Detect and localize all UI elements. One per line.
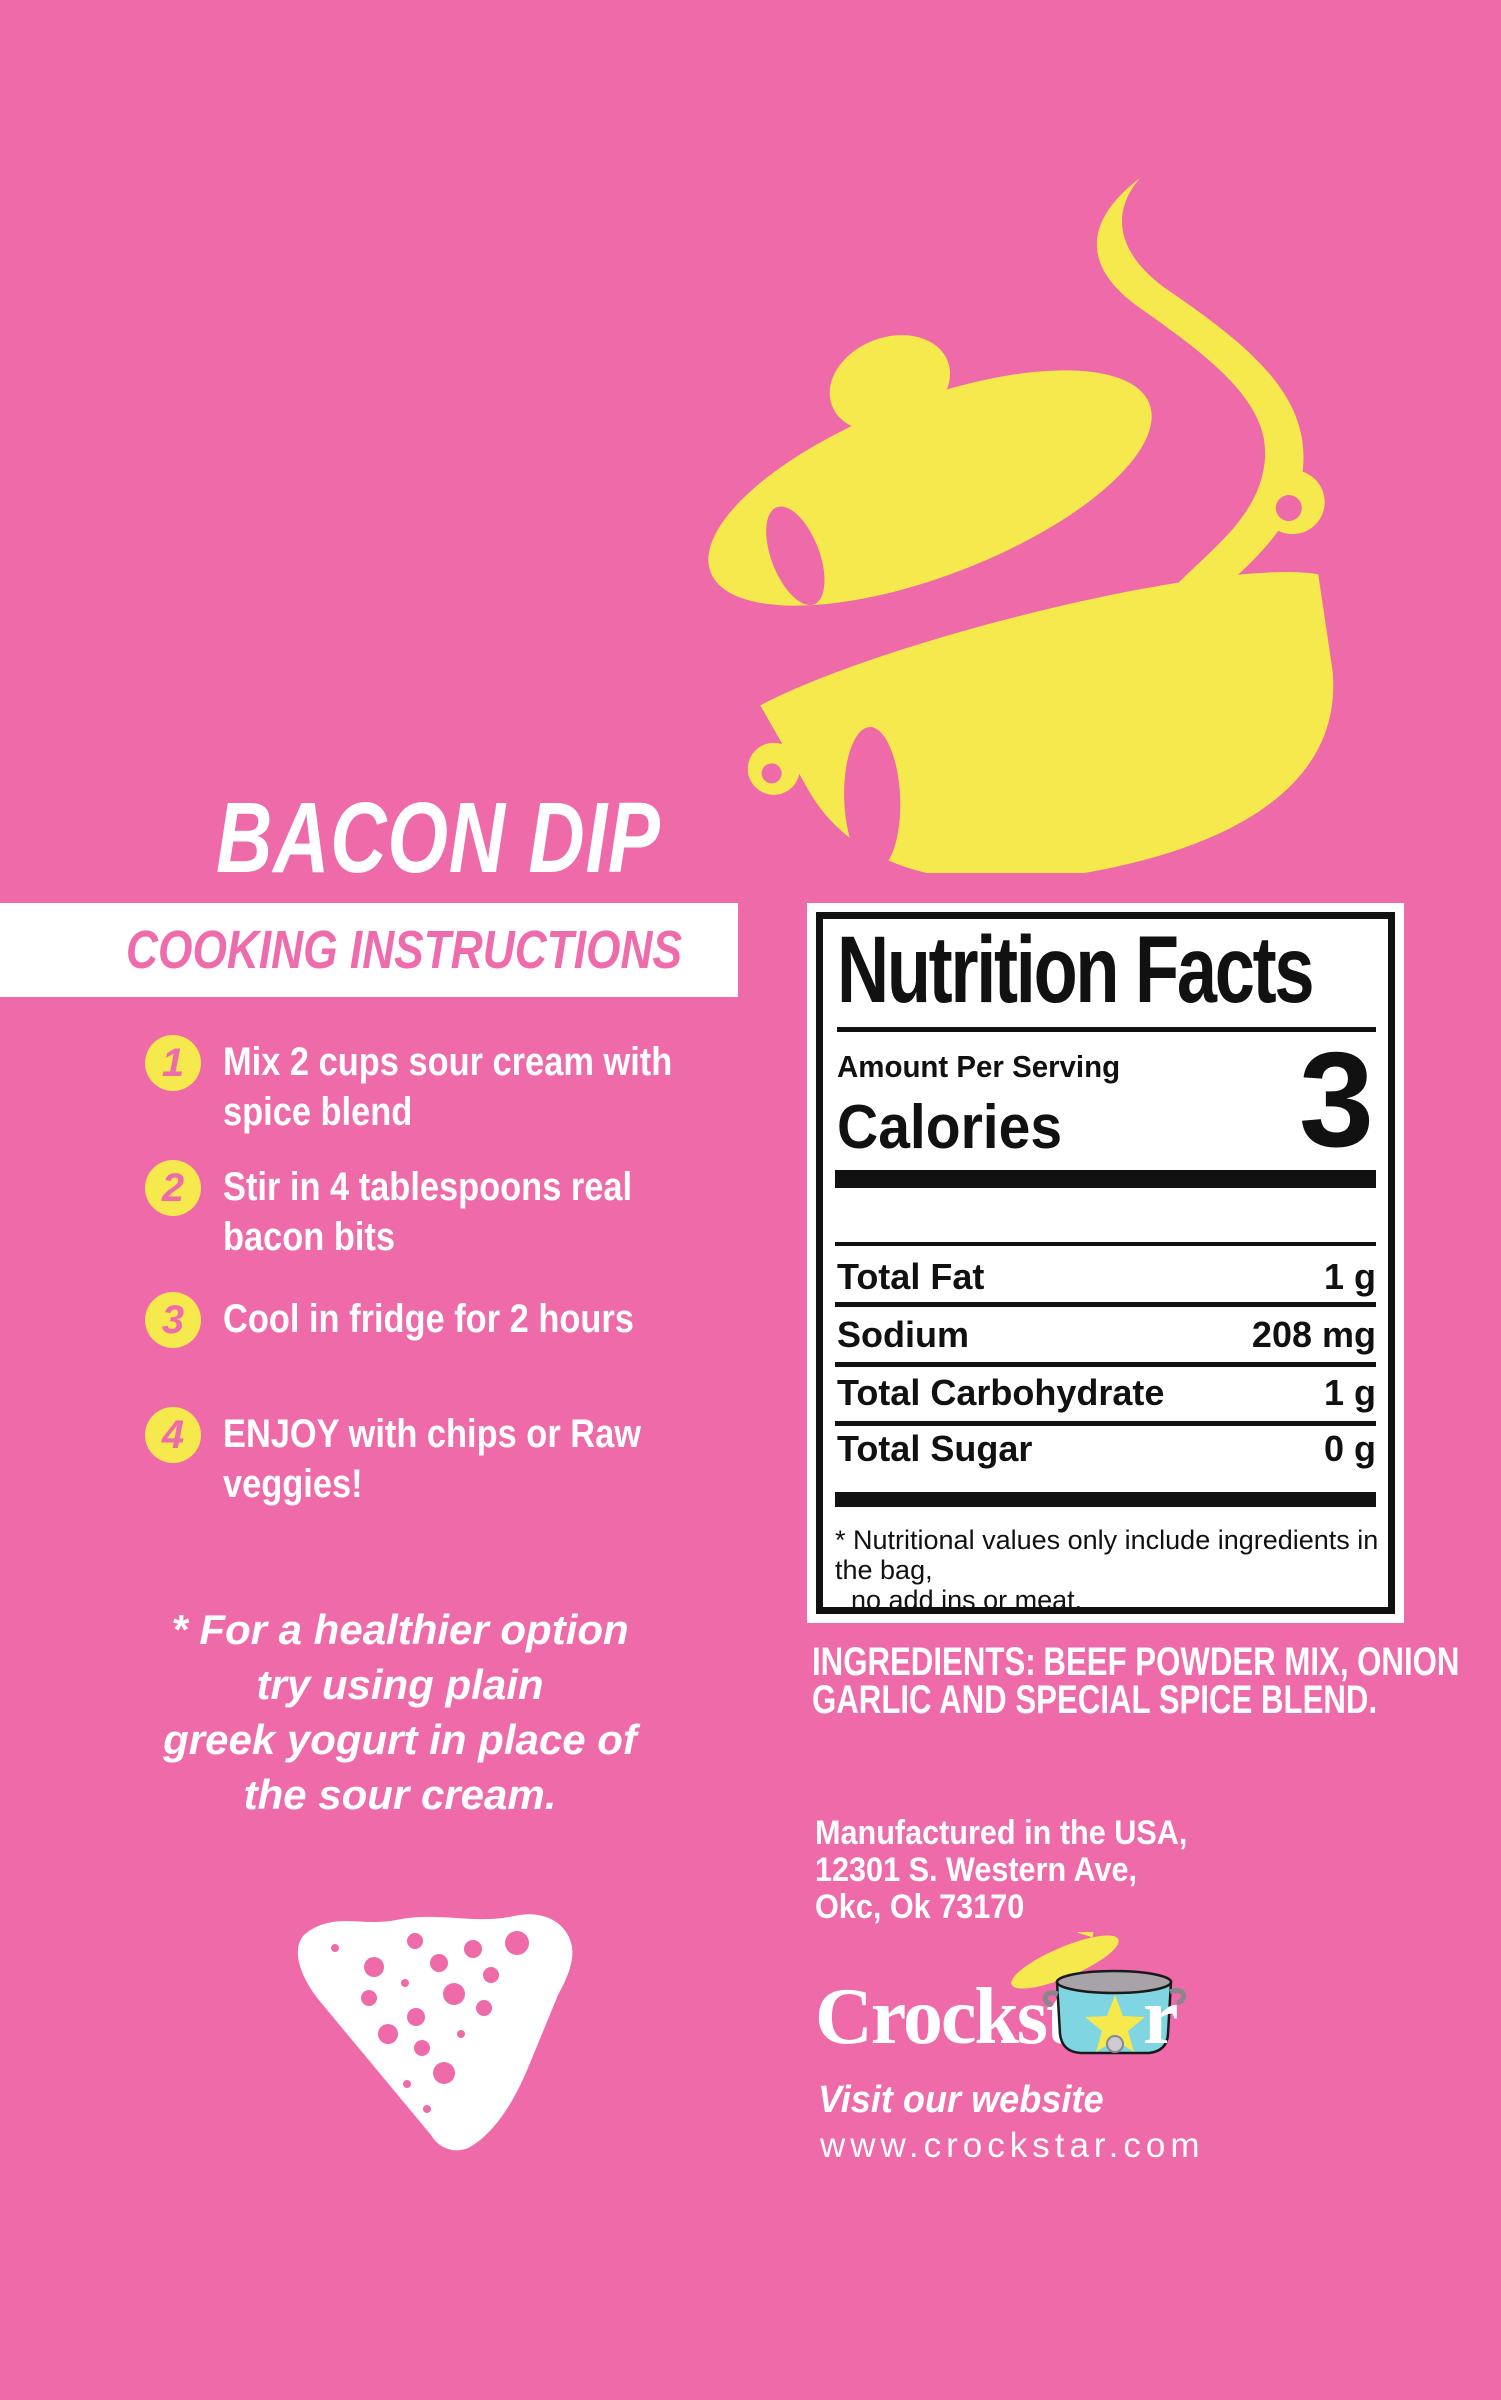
step-text-line: bacon bits xyxy=(223,1215,396,1259)
logo-handle-right xyxy=(1169,1988,1187,2006)
logo-star xyxy=(1085,1995,1145,2052)
logo-wordmark-left: Crockst xyxy=(815,1973,1073,2061)
nutrient-value: 1 g xyxy=(1323,1372,1376,1413)
step-number-badge: 2 xyxy=(145,1160,201,1216)
cooking-step-1: 1 Mix 2 cups sour cream with spice blend xyxy=(145,1035,745,1137)
footnote-line: * Nutritional values only include ingred… xyxy=(835,1525,1379,1585)
product-title: BACON DIP xyxy=(216,782,661,894)
thin-divider-line xyxy=(835,1242,1376,1246)
thick-divider-bar xyxy=(835,1492,1376,1507)
lid-highlight xyxy=(766,506,825,606)
step-text-line: Cool in fridge for 2 hours xyxy=(223,1297,634,1341)
chip-dots xyxy=(331,1931,529,2113)
step-text: Cool in fridge for 2 hours xyxy=(223,1294,634,1348)
pot-body xyxy=(747,470,1334,873)
ingredients-text: BEEF POWDER MIX, ONION xyxy=(1043,1640,1460,1684)
healthier-option-note: * For a healthier option try using plain… xyxy=(130,1602,670,1822)
step-number-badge: 1 xyxy=(145,1035,201,1091)
step-text: Stir in 4 tablespoons real bacon bits xyxy=(223,1162,632,1262)
nutrition-footnote: * Nutritional values only include ingred… xyxy=(835,1525,1380,1615)
ingredients-label: INGREDIENTS: xyxy=(812,1640,1036,1684)
crockstar-logo: Crockst r xyxy=(815,1932,1187,2097)
logo-wordmark-right: r xyxy=(1143,1973,1178,2061)
nutrient-row-sodium: Sodium 208 mg xyxy=(837,1315,1376,1355)
note-line: try using plain xyxy=(256,1661,544,1708)
nutrient-label: Total Carbohydrate xyxy=(837,1372,1165,1413)
logo-knob xyxy=(1106,2035,1124,2053)
header-rule xyxy=(837,1027,1376,1032)
steam-swirl xyxy=(1096,178,1304,753)
nutrition-facts-panel: Nutrition Facts Amount Per Serving Calor… xyxy=(807,903,1404,1623)
website-url: www.crockstar.com xyxy=(820,2126,1205,2165)
manufacturer-address: Manufactured in the USA, 12301 S. Wester… xyxy=(815,1815,1187,1926)
amount-per-serving-label: Amount Per Serving xyxy=(837,1049,1121,1084)
nutrient-value: 0 g xyxy=(1323,1428,1376,1469)
address-line: Manufactured in the USA, xyxy=(815,1814,1188,1852)
logo-handle-left xyxy=(1042,1990,1059,2008)
cooking-step-3: 3 Cool in fridge for 2 hours xyxy=(145,1292,701,1348)
row-divider xyxy=(835,1302,1376,1307)
crockpot-steam-illustration xyxy=(708,178,1334,873)
ingredients-line: INGREDIENTS: BEEF POWDER MIX, ONION xyxy=(812,1640,1460,1684)
nutrient-label: Sodium xyxy=(837,1314,969,1355)
step-number-badge: 4 xyxy=(145,1407,201,1463)
tortilla-chip-illustration xyxy=(297,1914,573,2151)
nutrient-row-total-carbohydrate: Total Carbohydrate 1 g xyxy=(837,1373,1376,1413)
step-text-line: Mix 2 cups sour cream with xyxy=(223,1040,673,1084)
note-line: greek yogurt in place of xyxy=(163,1716,637,1763)
cooking-step-4: 4 ENJOY with chips or Raw veggies! xyxy=(145,1407,709,1509)
ingredients-line: GARLIC AND SPECIAL SPICE BLEND. xyxy=(812,1678,1378,1722)
row-divider xyxy=(835,1421,1376,1426)
step-text-line: Stir in 4 tablespoons real xyxy=(223,1165,633,1209)
step-text: ENJOY with chips or Raw veggies! xyxy=(223,1409,641,1509)
step-number-badge: 3 xyxy=(145,1292,201,1348)
ingredients-statement: INGREDIENTS: BEEF POWDER MIX, ONION GARLI… xyxy=(812,1640,1460,1722)
cooking-instructions-banner: COOKING INSTRUCTIONS xyxy=(0,903,738,997)
nutrient-label: Total Fat xyxy=(837,1256,985,1297)
nutrient-value: 208 mg xyxy=(1251,1314,1376,1355)
nutrient-row-total-sugar: Total Sugar 0 g xyxy=(837,1429,1376,1469)
logo-lid xyxy=(1011,1932,1119,1989)
calories-label: Calories xyxy=(837,1093,1063,1162)
step-text-line: veggies! xyxy=(223,1462,363,1506)
cooking-instructions-heading: COOKING INSTRUCTIONS xyxy=(126,920,682,980)
calories-value: 3 xyxy=(1298,1024,1374,1175)
step-text-line: spice blend xyxy=(223,1090,413,1134)
address-line: 12301 S. Western Ave, xyxy=(815,1851,1138,1889)
address-line: Okc, Ok 73170 xyxy=(815,1888,1025,1926)
pot-highlight xyxy=(844,727,901,871)
step-text-line: ENJOY with chips or Raw xyxy=(223,1412,642,1456)
nutrition-facts-title: Nutrition Facts xyxy=(837,917,1315,1023)
pot-lid xyxy=(708,335,1152,606)
thick-divider-bar xyxy=(835,1170,1376,1188)
row-divider xyxy=(835,1362,1376,1367)
nutrient-row-total-fat: Total Fat 1 g xyxy=(837,1257,1376,1297)
nutrition-facts-border xyxy=(816,912,1395,1614)
logo-pot-rim xyxy=(1055,1969,1173,1995)
cooking-step-2: 2 Stir in 4 tablespoons real bacon bits xyxy=(145,1160,699,1262)
footnote-line: no add ins or meat. xyxy=(851,1585,1083,1615)
note-line: * For a healthier option xyxy=(171,1606,629,1653)
logo-crockpot-icon xyxy=(1011,1932,1187,2055)
note-line: the sour cream. xyxy=(243,1771,557,1818)
nutrient-label: Total Sugar xyxy=(837,1428,1033,1469)
visit-website-label: Visit our website xyxy=(818,2079,1104,2121)
step-text: Mix 2 cups sour cream with spice blend xyxy=(223,1037,672,1137)
nutrient-value: 1 g xyxy=(1323,1256,1376,1297)
